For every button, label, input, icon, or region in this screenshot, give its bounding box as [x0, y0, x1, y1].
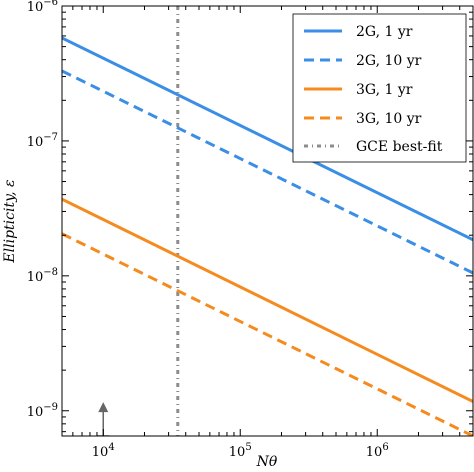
plot-frame	[61, 5, 474, 437]
x-tick-label: 105	[229, 442, 252, 460]
series-line-4	[62, 232, 473, 436]
tick-layer: 104 105 106 10−9 10−8 10−7 10−6	[27, 0, 474, 460]
x-tick-label: 104	[92, 442, 115, 460]
y-tick-label: 10−8	[27, 267, 58, 285]
arrow-marker-head	[98, 402, 109, 413]
series-line-3	[62, 197, 473, 403]
x-tick-label: 106	[366, 442, 389, 460]
legend-label-3g-1yr: 3G, 1 yr	[356, 82, 413, 98]
x-axis-label: Nθ	[256, 454, 278, 470]
y-tick-label: 10−6	[27, 0, 58, 15]
legend: 2G, 1 yr 2G, 10 yr 3G, 1 yr 3G, 10 yr GC…	[292, 13, 467, 163]
y-axis-label: Ellipticity, ε	[2, 179, 18, 263]
legend-label-gce: GCE best-fit	[356, 139, 443, 155]
y-tick-label: 10−9	[27, 402, 58, 420]
series-line-1	[62, 36, 473, 242]
legend-label-2g-10yr: 2G, 10 yr	[356, 53, 422, 69]
legend-label-3g-10yr: 3G, 10 yr	[356, 111, 422, 127]
legend-label-2g-1yr: 2G, 1 yr	[356, 24, 413, 40]
series-layer	[62, 6, 473, 436]
y-tick-label: 10−7	[27, 132, 58, 150]
series-line-2	[62, 69, 473, 275]
